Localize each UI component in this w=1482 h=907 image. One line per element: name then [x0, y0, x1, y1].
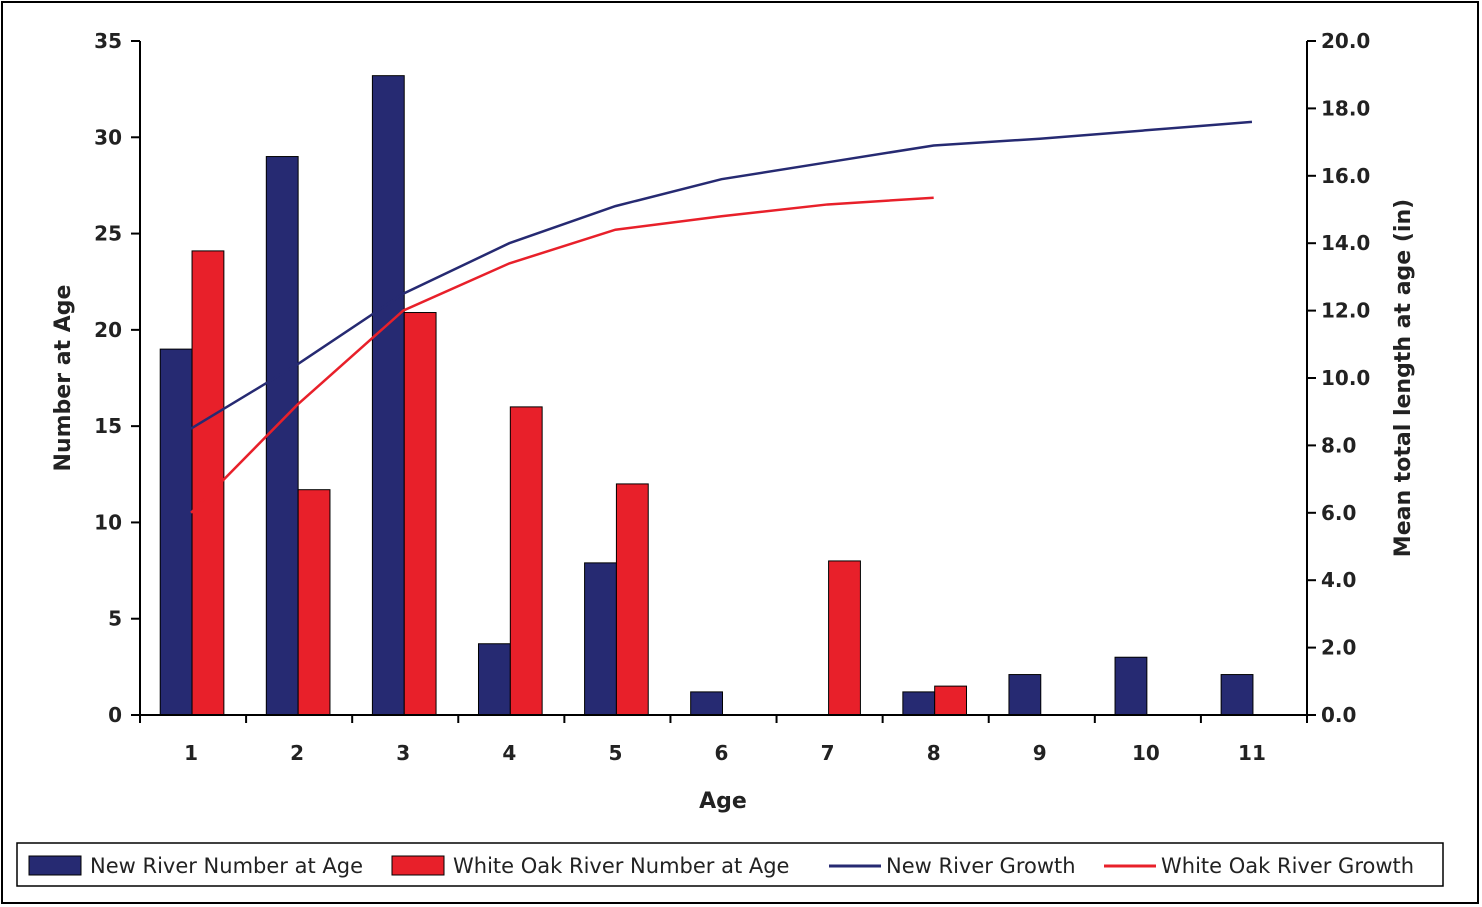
- bar-new-river-age-4: [477, 643, 511, 716]
- y-right-tick-label: 0.0: [1321, 703, 1356, 727]
- bar-new-river-age-11: [1220, 674, 1254, 716]
- x-tick-label: 8: [927, 741, 941, 765]
- x-tick-label: 6: [715, 741, 729, 765]
- y-right-tick-label: 20.0: [1321, 29, 1370, 53]
- y-left-tick-label: 20: [94, 318, 122, 342]
- x-tick-label: 11: [1238, 741, 1266, 765]
- bar-new-river-age-3: [371, 75, 405, 716]
- x-tick-label: 5: [608, 741, 622, 765]
- x-axis-title: Age: [699, 789, 747, 814]
- y-left-tick-label: 35: [94, 29, 122, 53]
- bar-white-oak-age-4: [509, 406, 543, 716]
- legend-label-white-oak-bars: White Oak River Number at Age: [453, 854, 789, 878]
- legend-label-new-river-growth: New River Growth: [886, 854, 1076, 878]
- bar-new-river-age-1: [159, 348, 193, 716]
- x-tick-label: 9: [1033, 741, 1047, 765]
- y-right-tick-label: 16.0: [1321, 164, 1370, 188]
- y-right-tick-label: 4.0: [1321, 568, 1356, 592]
- bars-layer: [159, 75, 1254, 716]
- y-right-tick-label: 6.0: [1321, 501, 1356, 525]
- y-right-tick-label: 10.0: [1321, 366, 1370, 390]
- legend-swatch-new-river-bars: [28, 855, 82, 876]
- line-white-oak-growth: [190, 196, 934, 514]
- y-right-tick-label: 12.0: [1321, 299, 1370, 323]
- x-tick-label: 3: [396, 741, 410, 765]
- bar-new-river-age-9: [1008, 674, 1042, 716]
- y-left-tick-label: 0: [108, 703, 122, 727]
- bar-white-oak-age-2: [297, 489, 331, 716]
- x-tick-label: 1: [184, 741, 198, 765]
- x-tick-label: 2: [290, 741, 304, 765]
- legend-label-new-river-bars: New River Number at Age: [90, 854, 363, 878]
- x-tick-label: 7: [821, 741, 835, 765]
- x-tick-label: 4: [502, 741, 516, 765]
- bar-white-oak-age-5: [615, 483, 649, 716]
- bar-new-river-age-8: [902, 691, 936, 716]
- legend-box: [16, 842, 1444, 887]
- y-left-tick-label: 30: [94, 125, 122, 149]
- lines-layer: [190, 120, 1253, 514]
- bar-new-river-age-5: [584, 562, 617, 716]
- line-new-river-growth: [190, 120, 1253, 430]
- y-axis-left-title: Number at Age: [51, 285, 76, 472]
- bar-white-oak-age-3: [403, 312, 437, 716]
- bar-white-oak-age-8: [934, 685, 968, 716]
- legend-label-white-oak-growth: White Oak River Growth: [1161, 854, 1414, 878]
- ticks-layer: 051015202530350.02.04.06.08.010.012.014.…: [94, 29, 1370, 765]
- legend: New River Number at Age White Oak River …: [16, 842, 1444, 887]
- y-right-tick-label: 18.0: [1321, 96, 1370, 120]
- bar-new-river-age-10: [1114, 656, 1148, 716]
- y-left-tick-label: 25: [94, 222, 122, 246]
- y-right-tick-label: 8.0: [1321, 433, 1356, 457]
- x-tick-label: 10: [1132, 741, 1160, 765]
- y-right-tick-label: 2.0: [1321, 636, 1356, 660]
- y-left-tick-label: 10: [94, 510, 122, 534]
- bar-white-oak-age-7: [828, 560, 861, 716]
- y-axis-right-title: Mean total length at age (in): [1391, 199, 1416, 557]
- y-left-tick-label: 15: [94, 414, 122, 438]
- y-right-tick-label: 14.0: [1321, 231, 1370, 255]
- bar-new-river-age-2: [265, 156, 299, 716]
- bar-new-river-age-6: [690, 691, 724, 716]
- legend-swatch-white-oak-bars: [391, 855, 445, 876]
- y-left-tick-label: 5: [108, 607, 122, 631]
